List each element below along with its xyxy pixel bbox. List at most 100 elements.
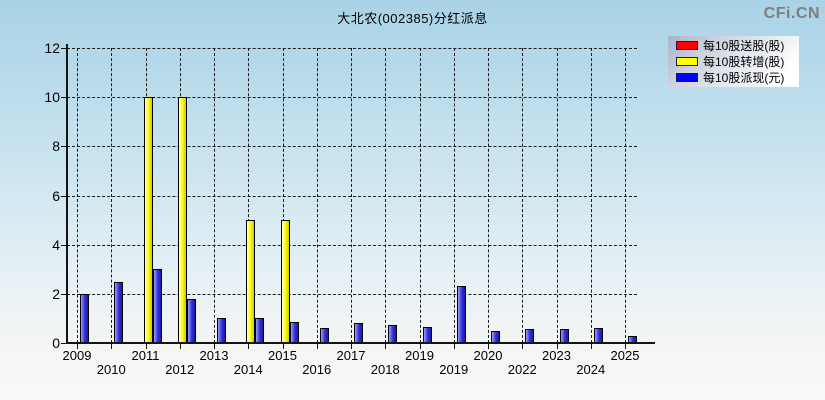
x-axis-tick: [453, 343, 455, 349]
x-axis-tick: [77, 343, 78, 349]
x-axis-tick: [351, 343, 352, 349]
x-axis-tick: [419, 343, 421, 349]
grid-line-h: [67, 244, 637, 246]
y-axis-tick: [61, 146, 67, 148]
x-axis-tick: [248, 343, 250, 349]
x-axis-label: 2014: [233, 362, 263, 377]
grid-line-h: [67, 195, 637, 197]
y-axis-label: 2: [52, 285, 60, 302]
x-axis-tick: [316, 343, 318, 349]
x-axis-label: 2019: [405, 348, 434, 363]
legend-label: 每10股送股(股): [703, 38, 785, 53]
bar-paixian: [593, 328, 603, 343]
grid-line-v: [282, 48, 284, 343]
grid-line-v: [556, 48, 558, 343]
bar-paixian: [80, 293, 89, 343]
grid-line-h: [67, 97, 637, 99]
y-axis-label: 4: [52, 236, 60, 253]
grid-line-v: [214, 48, 215, 343]
bar-paixian: [559, 329, 569, 343]
grid-line-h: [67, 146, 637, 148]
legend-item-songgu: 每10股送股(股): [676, 39, 799, 52]
grid-line-v: [488, 48, 489, 343]
bar-paixian: [525, 329, 535, 343]
grid-line-v: [522, 48, 524, 343]
y-axis-tick: [61, 343, 67, 344]
x-axis-label: 2011: [131, 348, 160, 363]
grid-line-v: [625, 48, 626, 343]
x-axis-tick: [214, 343, 215, 349]
bar-paixian: [186, 298, 196, 343]
bar-zhuanzeng: [246, 220, 256, 343]
grid-line-v: [385, 48, 387, 343]
bar-paixian: [354, 323, 363, 343]
x-axis-tick: [145, 343, 147, 349]
y-axis-label: 10: [44, 89, 60, 106]
grid-line-v: [248, 48, 250, 343]
bar-zhuanzeng: [143, 97, 153, 343]
y-axis-tick: [61, 48, 67, 49]
x-axis-label: 2025: [610, 348, 640, 363]
x-axis-label: 2020: [473, 348, 503, 363]
y-axis-tick: [61, 244, 67, 246]
bar-zhuanzeng: [280, 220, 290, 343]
grid-line-v: [419, 48, 421, 343]
legend-label: 每10股转增(股): [703, 54, 785, 69]
bar-zhuanzeng: [177, 97, 187, 343]
bar-paixian: [319, 328, 329, 343]
x-axis-tick: [179, 343, 181, 349]
y-axis-label: 8: [52, 138, 60, 155]
grid-line-v: [590, 48, 592, 343]
y-axis-label: 0: [52, 335, 60, 351]
y-axis-line: [66, 44, 68, 344]
x-axis-label: 2018: [370, 362, 400, 377]
bar-paixian: [289, 322, 299, 343]
legend-item-paixian: 每10股派现(元): [676, 71, 799, 84]
bar-paixian: [217, 318, 226, 343]
cfi-watermark: CFi.CN: [763, 5, 820, 22]
x-axis-tick: [556, 343, 558, 349]
grid-line-v: [351, 48, 352, 343]
chart-title: 大北农(002385)分红派息: [337, 11, 488, 26]
x-axis-label: 2012: [165, 362, 195, 377]
x-axis-label: 2010: [96, 362, 126, 377]
x-axis-label: 2024: [576, 362, 606, 377]
bar-paixian: [388, 324, 398, 343]
grid-line-v: [453, 48, 455, 343]
legend-swatch-red: [676, 41, 698, 50]
y-axis-tick: [61, 97, 67, 99]
x-axis-label: 2017: [336, 348, 366, 363]
bar-paixian: [422, 327, 432, 343]
x-axis-tick: [282, 343, 284, 349]
x-axis-tick: [625, 343, 626, 349]
x-axis-label: 2016: [302, 362, 332, 377]
grid-line-v: [316, 48, 318, 343]
x-axis-label: 2009: [62, 348, 92, 363]
x-axis-label: 2022: [507, 362, 537, 377]
legend-swatch-yellow: [676, 57, 698, 66]
x-axis-label: 2019: [439, 362, 469, 377]
bar-paixian: [456, 286, 466, 343]
x-axis-tick: [488, 343, 489, 349]
x-axis-label: 2013: [199, 348, 229, 363]
y-axis-label: 12: [44, 40, 60, 56]
x-axis-label: 2015: [268, 348, 297, 363]
y-axis-label: 6: [52, 187, 60, 204]
bar-paixian: [255, 318, 265, 343]
y-axis-tick: [61, 195, 67, 197]
x-axis-line: [66, 342, 655, 344]
x-axis-tick: [522, 343, 524, 349]
grid-line-h: [67, 48, 637, 49]
legend-item-zhuanzeng: 每10股转增(股): [676, 55, 799, 68]
x-axis-tick: [385, 343, 387, 349]
bar-paixian: [114, 281, 124, 343]
legend: 每10股送股(股) 每10股转增(股) 每10股派现(元): [668, 36, 799, 87]
grid-line-h: [67, 293, 637, 295]
legend-swatch-blue: [676, 73, 698, 82]
x-axis-tick: [590, 343, 592, 349]
x-axis-label: 2023: [542, 348, 571, 363]
grid-line-v: [111, 48, 113, 343]
grid-line-v: [77, 48, 78, 343]
y-axis-tick: [61, 293, 67, 295]
